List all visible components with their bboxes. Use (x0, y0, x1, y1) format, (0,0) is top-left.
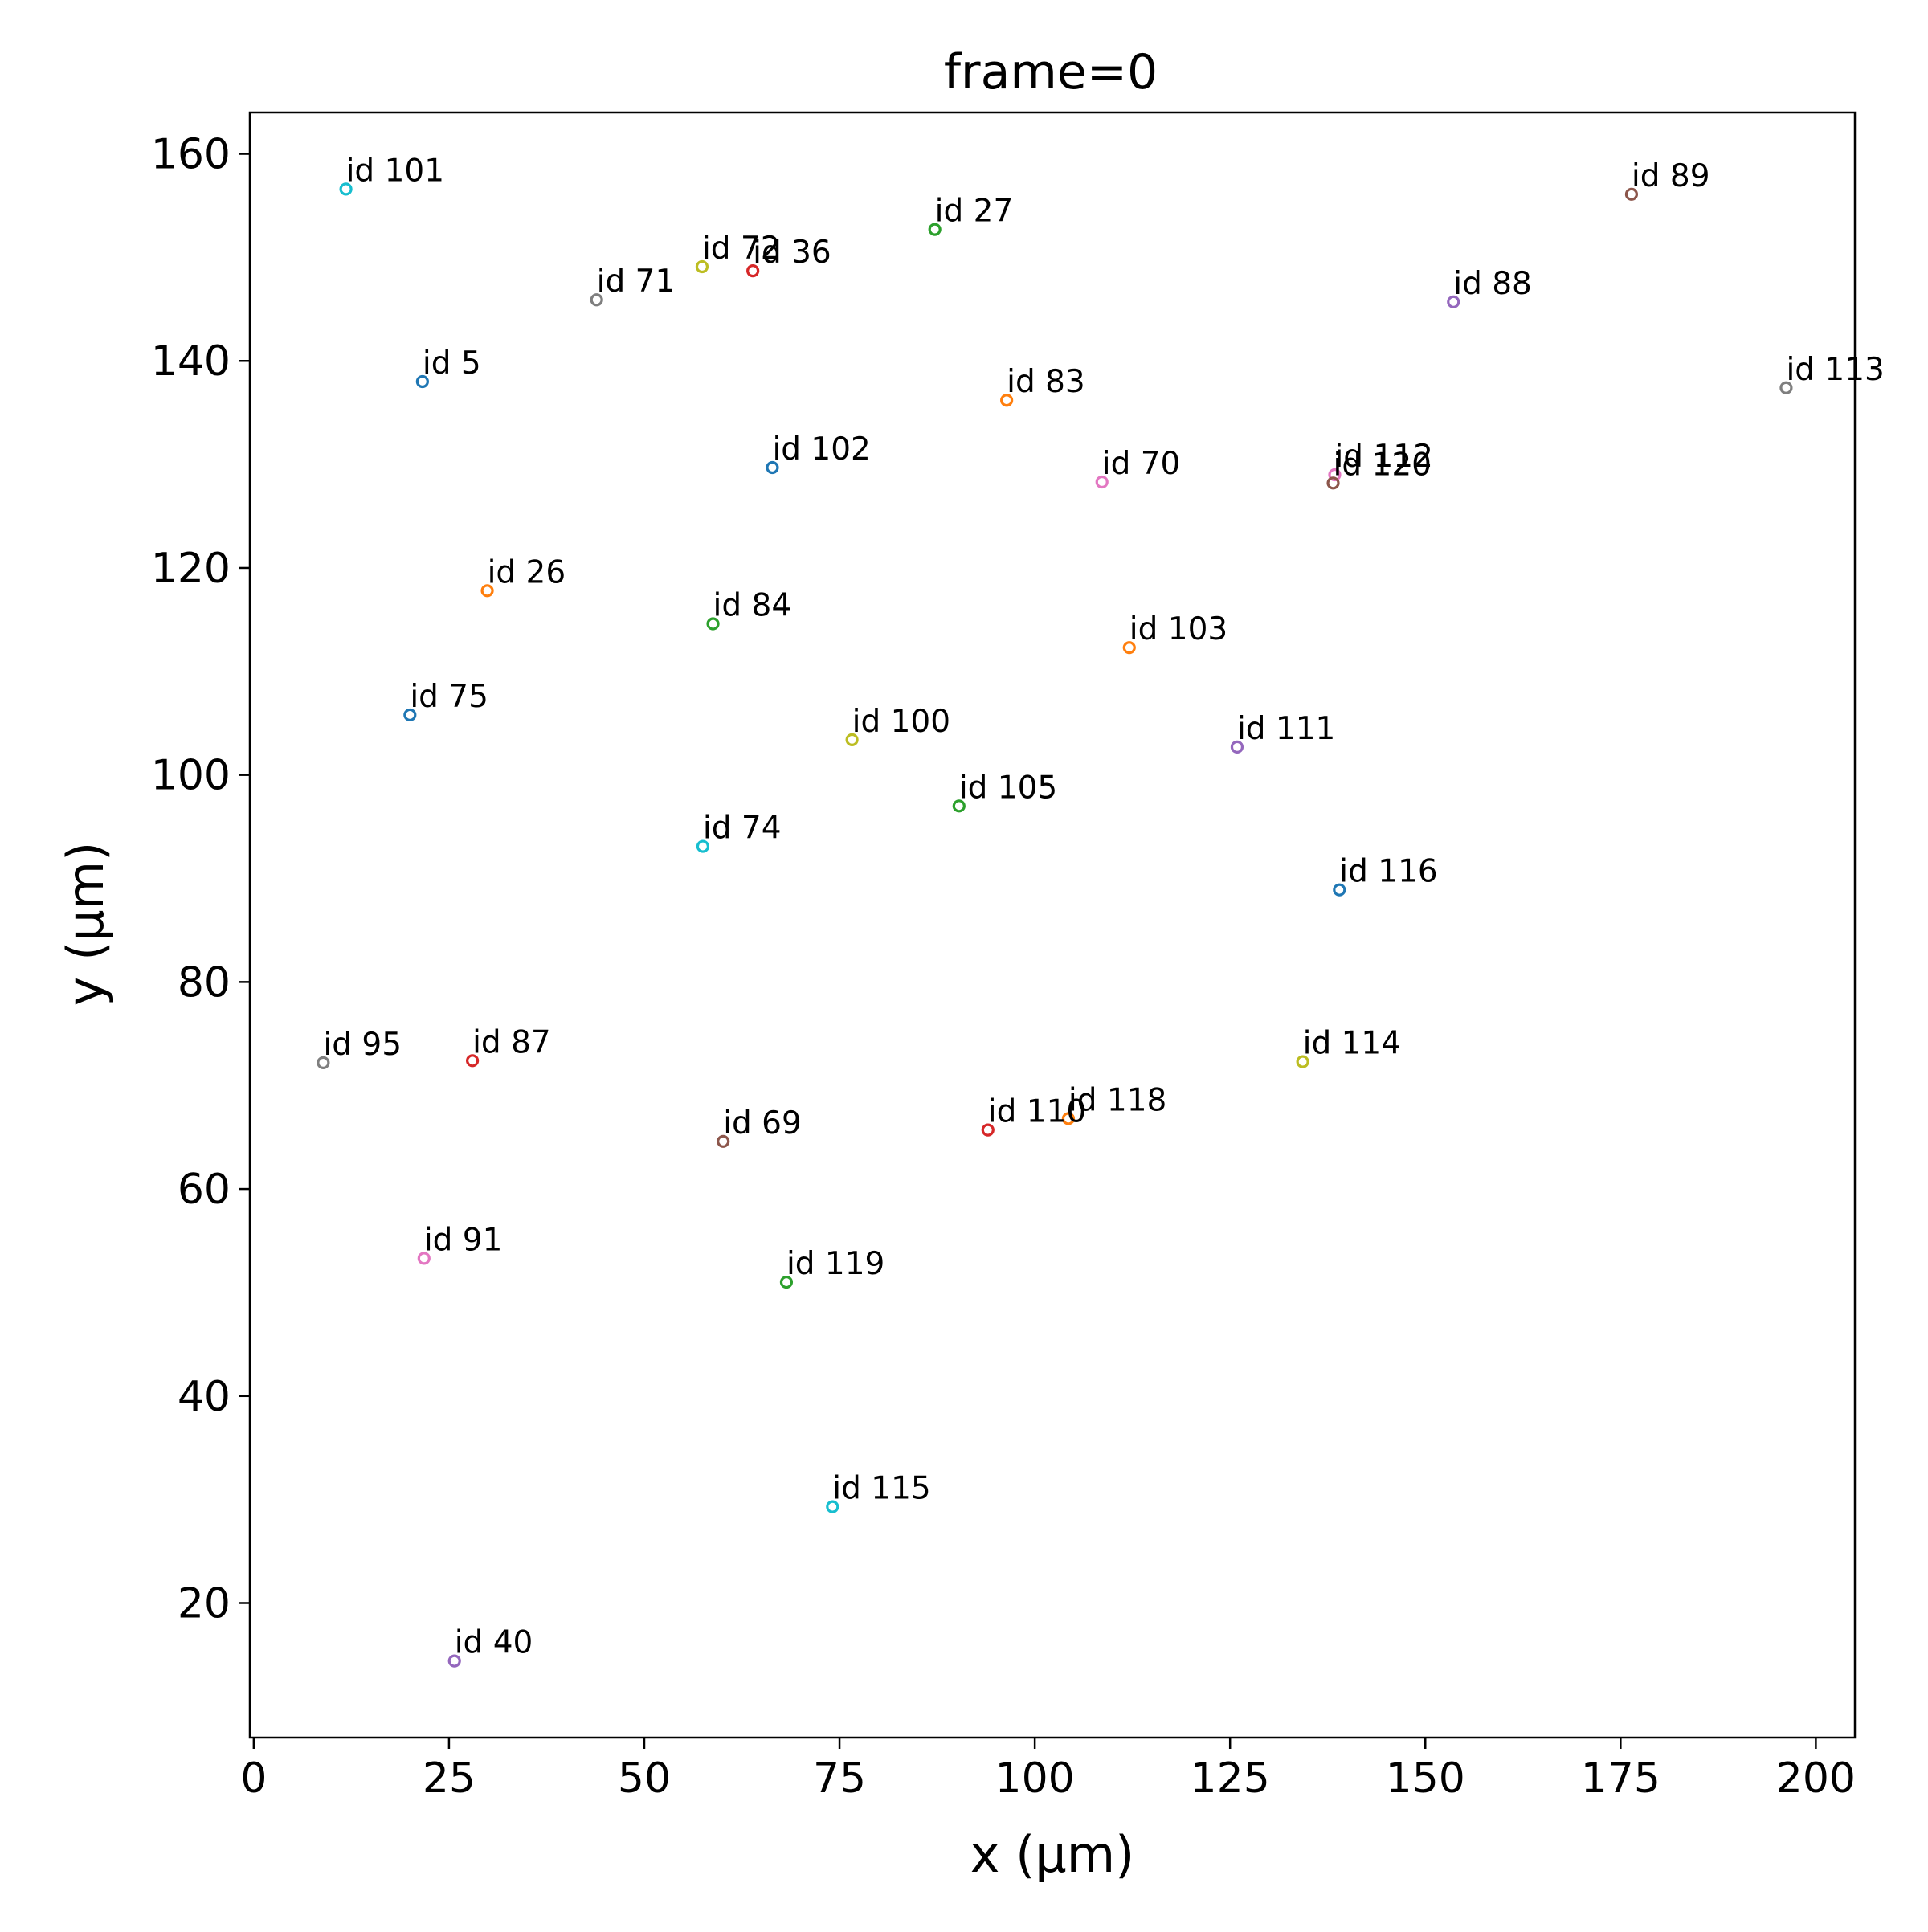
data-point (1061, 1112, 1076, 1125)
data-point (766, 460, 779, 475)
x-tick-label: 200 (1776, 1754, 1856, 1803)
point-label: id 5 (423, 345, 481, 382)
point-label: id 115 (832, 1471, 930, 1507)
point-label: id 102 (772, 431, 870, 468)
y-tick-label: 160 (151, 131, 231, 179)
y-tick-label: 60 (178, 1166, 231, 1214)
x-tick-label: 150 (1386, 1754, 1465, 1803)
data-point (339, 182, 353, 196)
point-label: id 83 (1007, 364, 1085, 400)
point-label: id 119 (786, 1246, 884, 1282)
data-point (1000, 394, 1014, 407)
point-label: id 116 (1339, 854, 1437, 890)
data-point (845, 733, 859, 746)
data-point (417, 1252, 431, 1265)
point-label: id 87 (472, 1024, 551, 1060)
data-point (928, 223, 942, 236)
data-point (952, 799, 966, 813)
data-point (1326, 476, 1340, 490)
data-point (779, 1275, 794, 1289)
point-label: id 112 (1334, 439, 1432, 475)
x-tick-label: 175 (1581, 1754, 1660, 1803)
data-point (1095, 475, 1109, 489)
x-axis-ticks: 0 25 50 75 100 125 150 175 200 (240, 1738, 1856, 1803)
y-tick-label: 40 (178, 1373, 231, 1421)
point-label: id 118 (1068, 1082, 1166, 1118)
point-label: id 88 (1453, 266, 1532, 302)
point-label: id 70 (1102, 446, 1181, 482)
x-tick-label: 0 (240, 1754, 267, 1803)
point-label: id 120 (1334, 447, 1432, 483)
y-axis-ticks: 20 40 60 80 100 120 140 160 (151, 131, 250, 1628)
data-point (746, 264, 760, 278)
data-point (590, 293, 603, 307)
points-layer (317, 182, 1793, 1668)
point-label: id 36 (753, 235, 831, 271)
data-point (695, 259, 709, 274)
x-tick-label: 25 (423, 1754, 476, 1803)
data-point (1333, 883, 1346, 897)
x-axis-label: x (μm) (970, 1825, 1135, 1884)
data-point (706, 617, 720, 631)
data-point (717, 1134, 730, 1148)
point-label: id 101 (346, 153, 444, 189)
point-label: id 40 (455, 1625, 533, 1661)
point-label: id 75 (410, 679, 488, 715)
point-label: id 95 (323, 1027, 402, 1063)
point-label: id 100 (852, 704, 950, 740)
point-label: id 91 (424, 1222, 503, 1258)
plot-area-frame (248, 111, 1857, 1739)
point-label: id 84 (713, 588, 792, 624)
data-point (480, 584, 494, 598)
y-tick-label: 140 (151, 337, 231, 386)
data-point (1328, 468, 1342, 482)
data-point (1779, 381, 1793, 394)
y-tick-label: 100 (151, 752, 231, 800)
data-point (696, 839, 710, 853)
data-point (826, 1500, 839, 1513)
point-label: id 89 (1632, 158, 1710, 194)
data-point (403, 708, 417, 722)
data-point (1296, 1055, 1309, 1068)
point-label: id 72 (702, 231, 781, 267)
data-point (465, 1054, 480, 1068)
point-label: id 110 (988, 1094, 1086, 1130)
point-label: id 113 (1786, 352, 1884, 388)
y-tick-label: 80 (178, 958, 231, 1007)
point-label: id 71 (597, 263, 676, 300)
data-point (1122, 641, 1136, 655)
point-label: id 26 (488, 554, 566, 590)
point-label: id 111 (1237, 711, 1335, 747)
y-axis-label: y (μm) (56, 842, 115, 1007)
point-label: id 69 (723, 1105, 802, 1142)
x-tick-label: 125 (1191, 1754, 1270, 1803)
data-point (1230, 740, 1244, 754)
chart-title: frame=0 (944, 44, 1158, 100)
point-label: id 114 (1303, 1026, 1401, 1062)
x-tick-label: 50 (618, 1754, 671, 1803)
data-point (447, 1654, 461, 1668)
y-tick-label: 120 (151, 545, 231, 593)
data-point (317, 1056, 330, 1069)
point-label: id 105 (959, 770, 1057, 806)
data-point (1447, 295, 1460, 308)
point-label: id 103 (1129, 611, 1227, 647)
data-point (1624, 187, 1639, 201)
y-tick-label: 20 (178, 1579, 231, 1628)
point-label: id 74 (703, 811, 782, 847)
x-tick-label: 75 (813, 1754, 866, 1803)
point-label: id 27 (935, 194, 1014, 230)
data-point (415, 374, 429, 389)
data-point (981, 1123, 995, 1137)
x-tick-label: 100 (995, 1754, 1074, 1803)
